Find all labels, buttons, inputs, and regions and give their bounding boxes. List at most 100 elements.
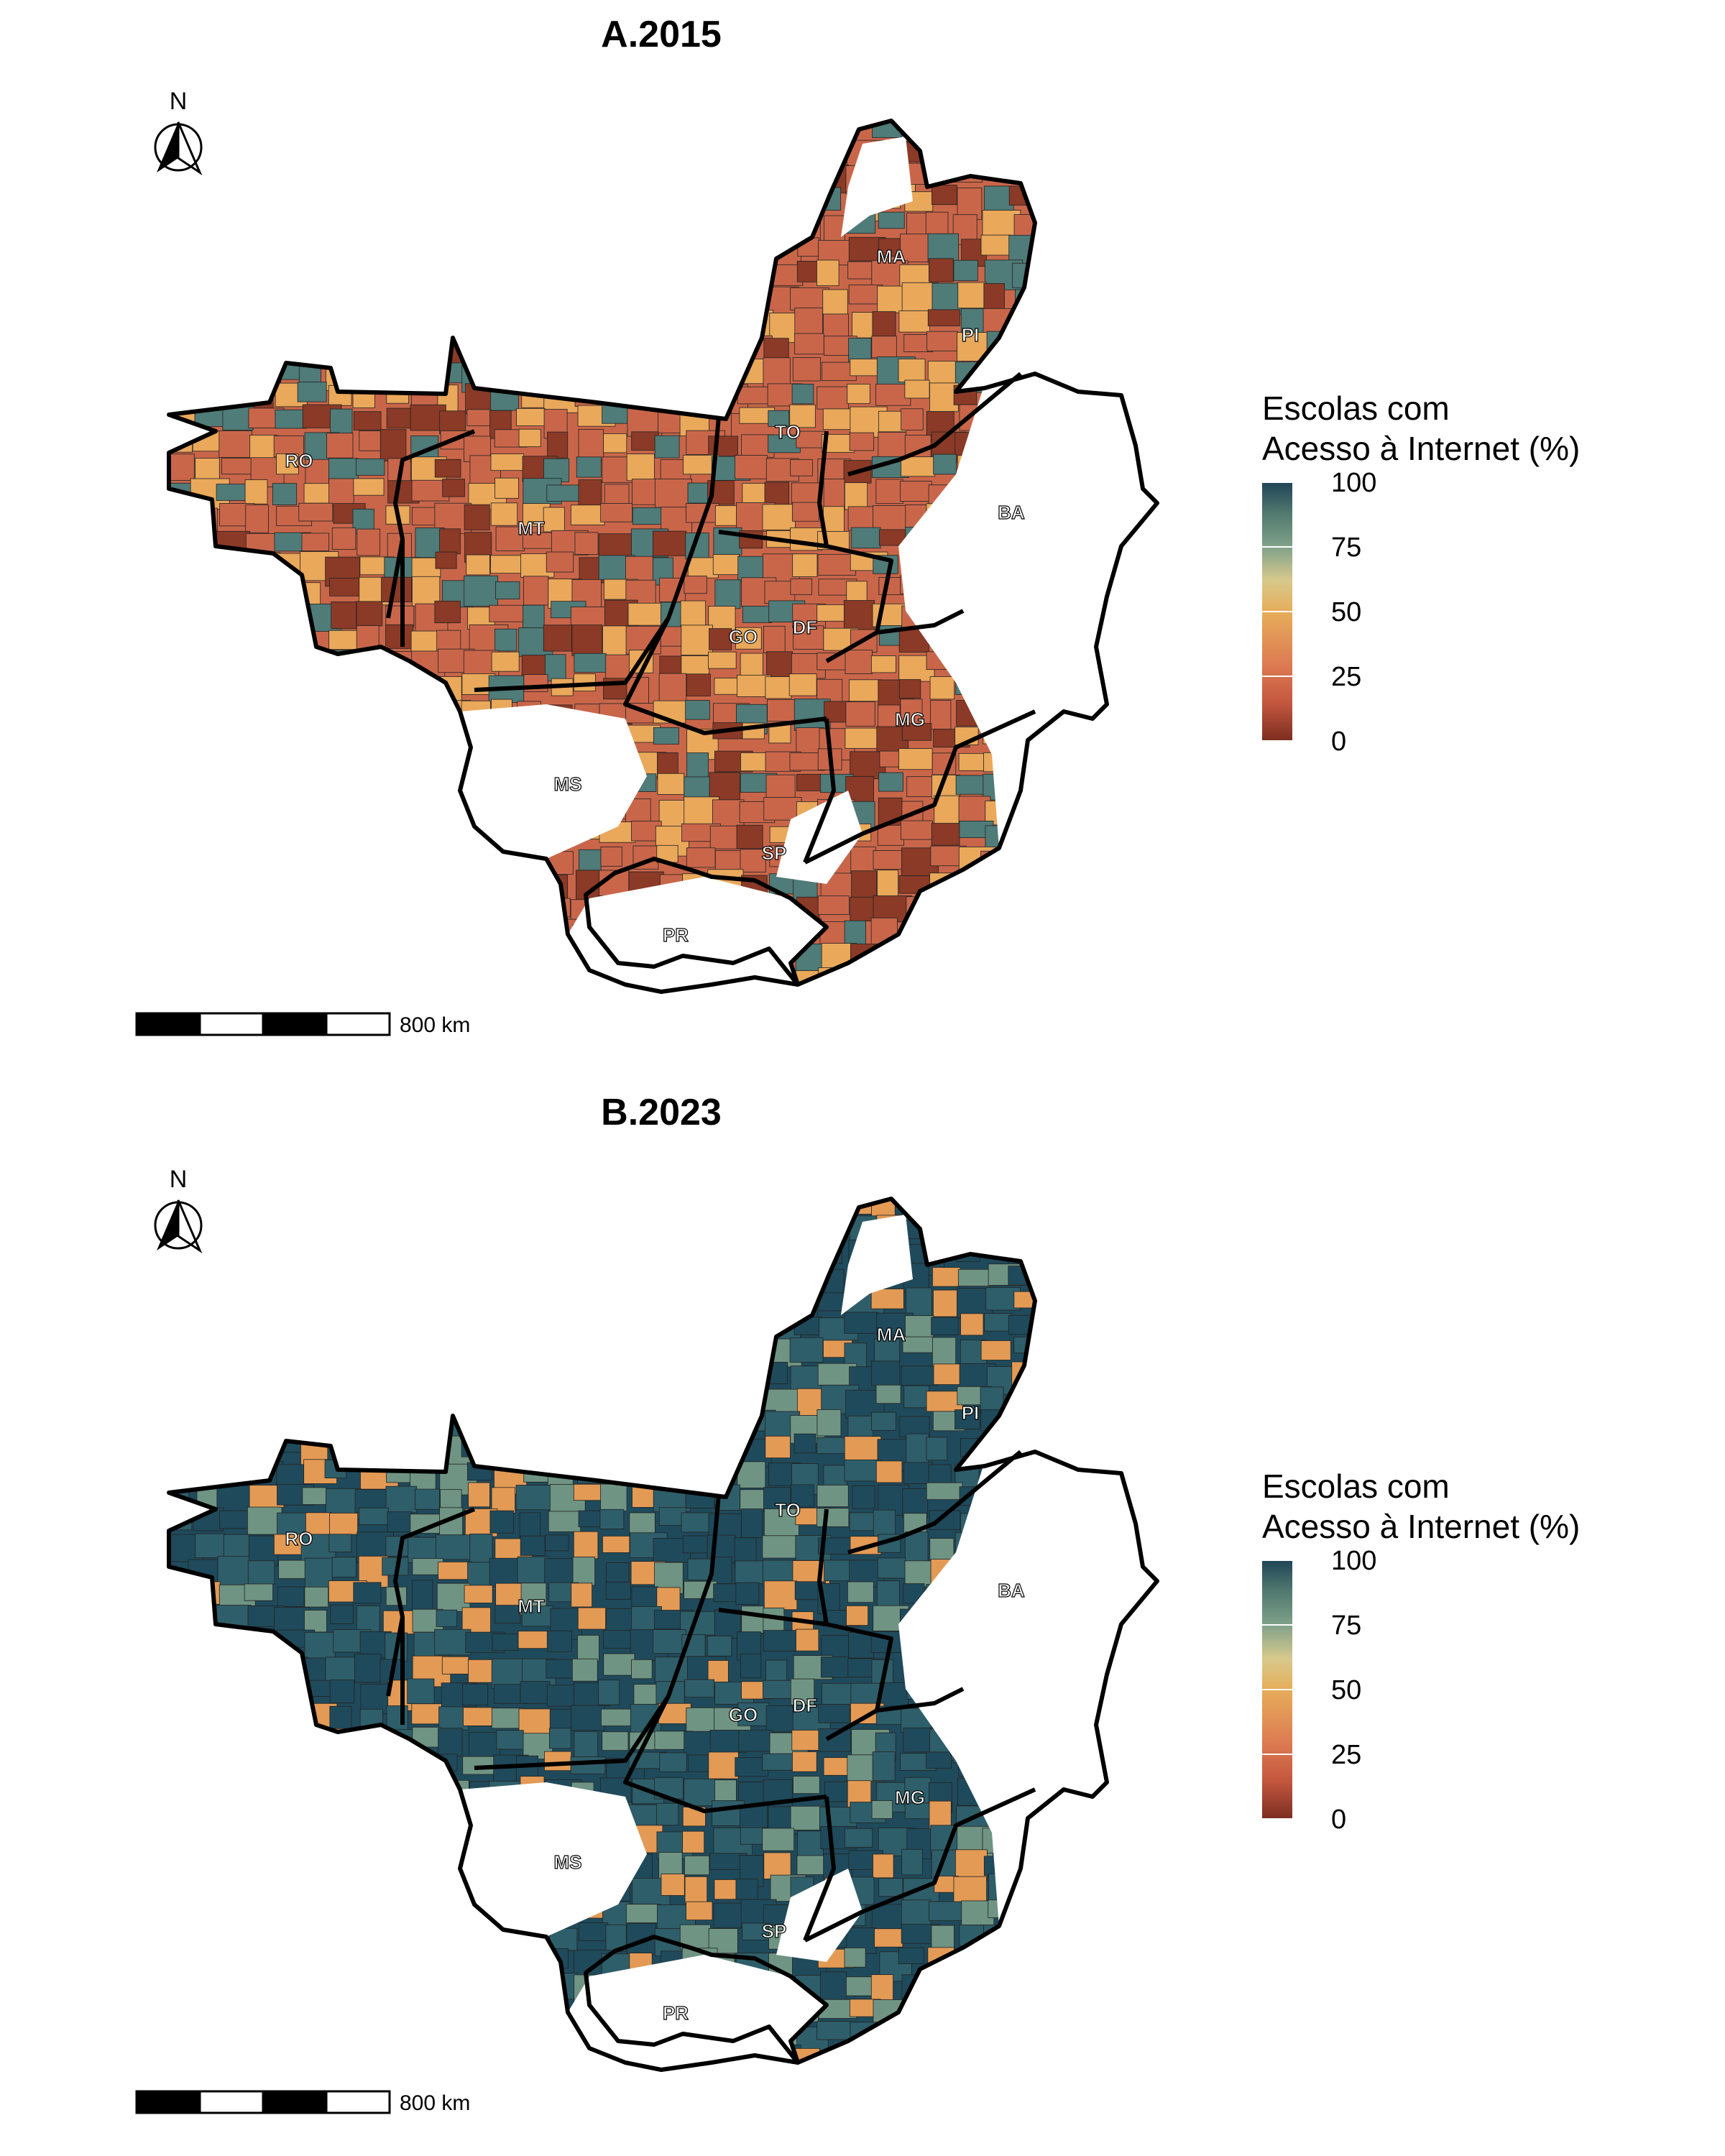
municipality-patch <box>762 504 796 530</box>
municipality-patch <box>791 121 827 141</box>
municipality-patch <box>1146 1415 1157 1446</box>
municipality-patch <box>682 1807 706 1827</box>
municipality-patch <box>299 752 327 771</box>
municipality-patch <box>632 1366 669 1398</box>
municipality-patch <box>219 1998 249 2019</box>
municipality-patch <box>328 1338 362 1359</box>
municipality-patch <box>870 1289 904 1309</box>
municipality-patch <box>819 121 852 144</box>
municipality-patch <box>823 479 845 511</box>
municipality-patch <box>984 941 1020 967</box>
municipality-patch <box>898 748 933 770</box>
municipality-patch <box>658 1409 696 1430</box>
municipality-patch <box>303 897 326 916</box>
municipality-patch <box>571 138 607 166</box>
municipality-patch <box>984 970 1013 992</box>
municipality-patch <box>571 992 600 1008</box>
municipality-patch <box>218 1386 254 1405</box>
municipality-patch <box>816 2074 849 2106</box>
municipality-patch <box>680 186 712 213</box>
municipality-patch <box>603 433 627 453</box>
municipality-patch <box>243 1951 277 1978</box>
municipality-patch <box>169 1266 197 1286</box>
municipality-patch <box>382 1899 410 1927</box>
scale-label: 800 km <box>400 2091 471 2115</box>
municipality-patch <box>684 1580 717 1599</box>
municipality-patch <box>1070 998 1095 1023</box>
municipality-patch <box>440 1901 478 1927</box>
municipality-patch <box>492 1949 528 1973</box>
municipality-patch <box>603 1341 627 1368</box>
municipality-patch <box>766 1199 794 1216</box>
municipality-patch <box>574 653 607 673</box>
municipality-patch <box>548 236 578 254</box>
municipality-patch <box>932 969 954 986</box>
municipality-patch <box>355 676 395 705</box>
municipality-patch <box>1068 850 1100 873</box>
municipality-patch <box>216 1362 239 1388</box>
municipality-patch <box>190 531 214 564</box>
municipality-patch <box>632 507 665 525</box>
municipality-patch <box>901 1365 939 1386</box>
municipality-patch <box>1144 1684 1157 1705</box>
municipality-patch <box>270 1199 300 1210</box>
municipality-patch <box>169 1459 198 1477</box>
municipality-patch <box>250 1850 289 1879</box>
municipality-patch <box>330 287 362 311</box>
municipality-patch <box>517 1556 549 1584</box>
municipality-patch <box>273 579 303 612</box>
municipality-patch <box>462 1683 489 1706</box>
municipality-patch <box>576 1433 604 1464</box>
municipality-patch <box>551 308 584 331</box>
municipality-patch <box>571 1318 605 1344</box>
municipality-patch <box>492 946 529 977</box>
municipality-patch <box>382 847 406 868</box>
municipality-patch <box>386 1312 419 1334</box>
municipality-patch <box>304 1291 341 1312</box>
municipality-patch <box>1144 556 1157 576</box>
municipality-patch <box>1065 1897 1100 1928</box>
municipality-patch <box>297 1365 323 1395</box>
municipality-patch <box>302 209 327 236</box>
municipality-patch <box>579 1238 615 1269</box>
municipality-patch <box>625 579 656 604</box>
municipality-patch <box>277 920 302 948</box>
municipality-patch <box>303 919 336 948</box>
municipality-patch <box>932 1215 970 1239</box>
municipality-patch <box>275 1239 310 1257</box>
municipality-patch <box>987 2076 1025 2105</box>
north-label: N <box>170 88 188 115</box>
municipality-patch <box>218 972 246 992</box>
municipality-patch <box>520 898 553 926</box>
municipality-patch <box>1093 1856 1122 1874</box>
municipality-patch <box>960 946 993 969</box>
municipality-patch <box>961 1996 993 2027</box>
municipality-patch <box>793 625 824 650</box>
municipality-patch <box>220 1852 244 1879</box>
municipality-patch <box>543 458 570 482</box>
municipality-patch <box>550 2075 579 2095</box>
municipality-patch <box>714 141 747 165</box>
municipality-patch <box>221 1439 259 1465</box>
municipality-patch <box>849 432 875 451</box>
municipality-patch <box>439 528 461 555</box>
municipality-patch <box>1151 1632 1157 1664</box>
municipality-patch <box>469 871 500 891</box>
municipality-patch <box>277 1781 305 1807</box>
svg-text:MT: MT <box>518 517 545 539</box>
municipality-patch <box>928 895 949 921</box>
municipality-patch <box>169 453 195 481</box>
municipality-patch <box>546 331 583 358</box>
municipality-patch <box>1041 1287 1077 1317</box>
municipality-patch <box>1014 2022 1049 2050</box>
municipality-patch <box>1149 1363 1157 1382</box>
municipality-patch <box>1008 1220 1044 1250</box>
municipality-patch <box>298 679 328 708</box>
municipality-patch <box>714 579 741 609</box>
municipality-patch <box>844 1828 873 1848</box>
municipality-patch <box>248 1340 270 1360</box>
municipality-patch <box>275 650 305 677</box>
municipality-patch <box>1124 727 1157 749</box>
municipality-patch <box>686 847 716 868</box>
municipality-patch <box>434 459 461 478</box>
